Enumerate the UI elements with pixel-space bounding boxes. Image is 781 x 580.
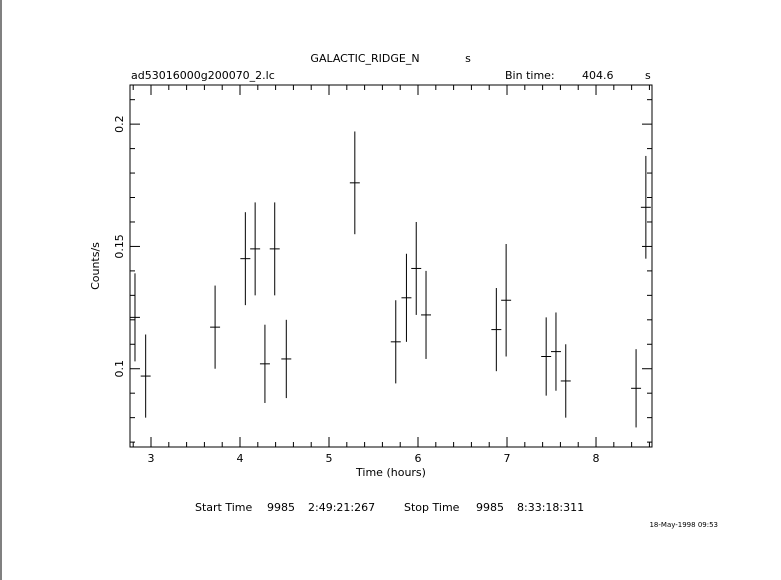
bin-unit: s: [645, 69, 651, 82]
x-tick-label: 6: [415, 452, 422, 465]
x-tick-label: 3: [148, 452, 155, 465]
start-label: Start Time: [195, 501, 253, 514]
x-tick-label: 8: [593, 452, 600, 465]
x-tick-label: 5: [326, 452, 333, 465]
x-tick-label: 7: [504, 452, 511, 465]
x-axis-label: Time (hours): [355, 466, 426, 479]
stop-time: 8:33:18:311: [517, 501, 584, 514]
y-tick-label: 0.1: [113, 360, 126, 378]
title-unit: s: [465, 52, 471, 65]
date-stamp: 18-May-1998 09:53: [649, 521, 718, 529]
stop-day: 9985: [476, 501, 504, 514]
stop-label: Stop Time: [404, 501, 460, 514]
chart-title: GALACTIC_RIDGE_N: [310, 52, 419, 65]
y-tick-label: 0.2: [113, 115, 126, 133]
y-tick-label: 0.15: [113, 234, 126, 259]
y-axis-label: Counts/s: [89, 242, 102, 290]
x-tick-label: 4: [237, 452, 244, 465]
start-day: 9985: [267, 501, 295, 514]
plot-frame: [129, 84, 653, 448]
subtitle: ad53016000g200070_2.lc: [131, 69, 275, 82]
bin-label: Bin time:: [505, 69, 555, 82]
bin-value: 404.6: [582, 69, 614, 82]
start-time: 2:49:21:267: [308, 501, 375, 514]
